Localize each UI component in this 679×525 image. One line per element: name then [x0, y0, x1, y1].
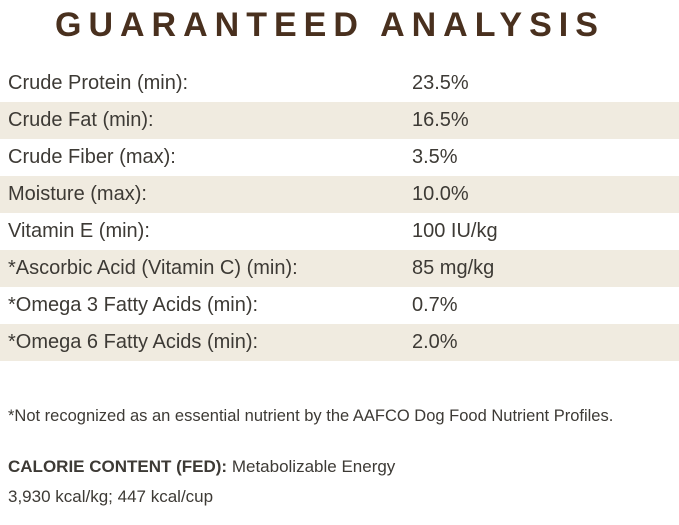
page-title: GUARANTEED ANALYSIS [55, 6, 605, 44]
calorie-content-description: Metabolizable Energy [231, 457, 396, 476]
nutrient-value: 10.0% [412, 183, 469, 205]
nutrient-label: Vitamin E (min): [8, 220, 150, 242]
nutrient-label: Crude Fiber (max): [8, 146, 176, 168]
nutrient-value: 23.5% [412, 72, 469, 94]
aafco-footnote: *Not recognized as an essential nutrient… [8, 407, 614, 425]
nutrient-label: Crude Fat (min): [8, 109, 154, 131]
table-row: *Omega 3 Fatty Acids (min): 0.7% [0, 287, 679, 324]
nutrient-label: *Omega 3 Fatty Acids (min): [8, 294, 259, 316]
table-row: Crude Fiber (max): 3.5% [0, 139, 679, 176]
nutrient-value: 0.7% [412, 294, 458, 316]
nutrient-label: *Omega 6 Fatty Acids (min): [8, 331, 259, 353]
nutrient-label: Crude Protein (min): [8, 72, 189, 94]
table-row: *Omega 6 Fatty Acids (min): 2.0% [0, 324, 679, 361]
table-row: Vitamin E (min): 100 IU/kg [0, 213, 679, 250]
nutrient-label: *Ascorbic Acid (Vitamin C) (min): [8, 257, 298, 279]
analysis-table: Crude Protein (min): 23.5% Crude Fat (mi… [0, 65, 679, 361]
nutrient-label: Moisture (max): [8, 183, 147, 205]
nutrient-value: 85 mg/kg [412, 257, 495, 279]
calorie-content-heading: CALORIE CONTENT (FED): [8, 457, 228, 476]
table-row: Crude Protein (min): 23.5% [0, 65, 679, 102]
table-row: *Ascorbic Acid (Vitamin C) (min): 85 mg/… [0, 250, 679, 287]
calorie-content-block: CALORIE CONTENT (FED): Metabolizable Ene… [0, 426, 679, 512]
nutrient-value: 3.5% [412, 146, 458, 168]
table-row: Crude Fat (min): 16.5% [0, 102, 679, 139]
calorie-content-values: 3,930 kcal/kg; 447 kcal/cup [8, 486, 214, 506]
nutrient-value: 16.5% [412, 109, 469, 131]
nutrient-value: 2.0% [412, 331, 458, 353]
nutrient-value: 100 IU/kg [412, 220, 498, 242]
table-row: Moisture (max): 10.0% [0, 176, 679, 213]
